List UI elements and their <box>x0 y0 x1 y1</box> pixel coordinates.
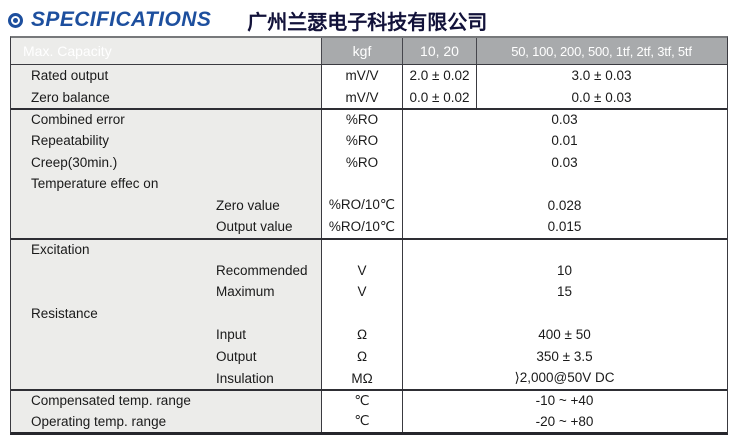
spec-value: 0.03 <box>551 112 578 128</box>
spec-unit: ℃ <box>322 390 403 411</box>
spec-label: Maximum <box>11 280 322 303</box>
spec-label: Output value <box>11 216 322 238</box>
spec-row-zero-balance: Zero balance mV/V 0.0 ± 0.02 0.0 ± 0.03 <box>11 86 727 109</box>
spec-value: -20 ~ +80 <box>535 413 594 429</box>
spec-value-high: 3.0 ± 0.03 <box>571 68 632 84</box>
spec-unit: %RO/10℃ <box>322 194 403 217</box>
spec-label: Creep(30min.) <box>11 151 322 173</box>
spec-row-recommended: Recommended V 10 <box>11 259 727 281</box>
spec-value: ⟩2,000@50V DC <box>514 370 615 386</box>
spec-row-maximum: Maximum V 15 <box>11 280 727 303</box>
spec-unit: ℃ <box>322 410 403 433</box>
spec-unit: %RO <box>322 110 403 130</box>
spec-row-resistance: Resistance <box>11 302 727 325</box>
spec-row-insulation: Insulation MΩ ⟩2,000@50V DC <box>11 367 727 389</box>
spec-unit: Ω <box>322 324 403 346</box>
spec-value-low: 2.0 ± 0.02 <box>403 65 477 87</box>
spec-label: Combined error <box>11 110 322 130</box>
header-unit-kgf: kgf <box>322 38 403 64</box>
spec-unit: V <box>322 280 403 303</box>
spec-value: 10 <box>556 262 573 278</box>
spec-value: 15 <box>556 284 573 300</box>
spec-label: Temperature effec on <box>11 172 322 195</box>
spec-value: 0.01 <box>551 133 578 149</box>
spec-label: Recommended <box>11 259 322 281</box>
table-header-row: Max. Capacity kgf 10, 20 50, 100, 200, 5… <box>11 38 727 65</box>
spec-unit: V <box>322 259 403 281</box>
bullseye-dot <box>13 17 18 23</box>
company-name: 广州兰瑟电子科技有限公司 <box>247 11 488 34</box>
spec-unit: %RO <box>322 129 403 152</box>
spec-value-high: 0.0 ± 0.03 <box>571 89 632 105</box>
bullseye-icon <box>8 12 23 28</box>
spec-unit: Ω <box>322 345 403 368</box>
spec-row-repeatability: Repeatability %RO 0.01 <box>11 129 727 152</box>
spec-label: Operating temp. range <box>11 410 322 433</box>
spec-label: Output <box>11 345 322 368</box>
spec-unit <box>322 302 403 325</box>
spec-value <box>403 303 726 325</box>
spec-unit: MΩ <box>322 367 403 389</box>
spec-unit <box>322 172 403 195</box>
spec-label: Zero balance <box>11 86 322 109</box>
spec-row-excitation: Excitation <box>11 237 727 260</box>
header-max-capacity: Max. Capacity <box>11 38 322 64</box>
spec-value: 0.03 <box>551 154 578 170</box>
spec-row-creep: Creep(30min.) %RO 0.03 <box>11 151 727 173</box>
spec-value: 350 ± 3.5 <box>536 349 593 365</box>
spec-value-low: 0.0 ± 0.02 <box>403 86 477 109</box>
spec-row-output-value: Output value %RO/10℃ 0.015 <box>11 216 727 238</box>
spec-unit: %RO/10℃ <box>322 216 403 238</box>
spec-value: -10 ~ +40 <box>535 393 594 409</box>
spec-label: Repeatability <box>11 129 322 152</box>
spec-row-input: Input Ω 400 ± 50 <box>11 324 727 346</box>
spec-label: Rated output <box>11 65 322 87</box>
spec-label: Input <box>11 324 322 346</box>
header-capacity-high: 50, 100, 200, 500, 1tf, 2tf, 3tf, 5tf <box>511 43 692 59</box>
spec-row-output: Output Ω 350 ± 3.5 <box>11 345 727 368</box>
spec-label: Zero value <box>11 194 322 217</box>
specifications-table: Max. Capacity kgf 10, 20 50, 100, 200, 5… <box>10 36 728 435</box>
spec-label: Excitation <box>11 239 322 260</box>
spec-unit: %RO <box>322 151 403 173</box>
spec-unit: mV/V <box>322 86 403 109</box>
spec-row-temperature-effect: Temperature effec on <box>11 172 727 195</box>
header-capacity-low: 10, 20 <box>403 38 477 64</box>
title-bar: SPECIFICATIONS 广州兰瑟电子科技有限公司 <box>0 0 734 36</box>
spec-value: 400 ± 50 <box>538 327 591 343</box>
page-title: SPECIFICATIONS <box>31 8 212 31</box>
spec-row-operating-temp-range: Operating temp. range ℃ -20 ~ +80 <box>11 410 727 433</box>
spec-row-rated-output: Rated output mV/V 2.0 ± 0.02 3.0 ± 0.03 <box>11 65 727 87</box>
spec-value <box>403 240 726 260</box>
spec-row-combined-error: Combined error %RO 0.03 <box>11 108 727 130</box>
spec-unit: mV/V <box>322 65 403 87</box>
spec-unit <box>322 239 403 260</box>
spec-label: Resistance <box>11 302 322 325</box>
spec-value: 0.028 <box>547 197 582 213</box>
spec-label: Compensated temp. range <box>11 390 322 411</box>
spec-value <box>403 173 726 195</box>
spec-row-compensated-temp-range: Compensated temp. range ℃ -10 ~ +40 <box>11 388 727 411</box>
spec-label: Insulation <box>11 367 322 389</box>
spec-value: 0.015 <box>547 219 582 235</box>
spec-row-zero-value: Zero value %RO/10℃ 0.028 <box>11 194 727 217</box>
